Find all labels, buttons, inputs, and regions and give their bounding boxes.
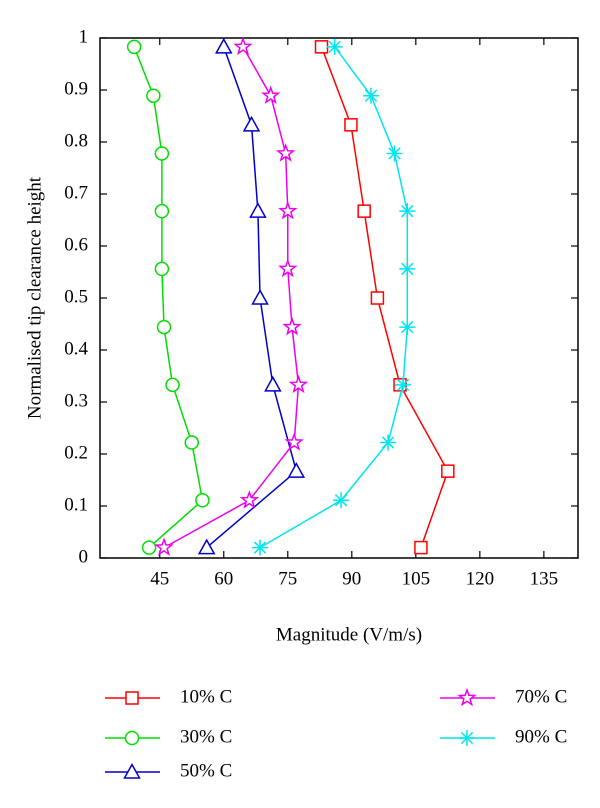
marker	[414, 540, 428, 555]
marker	[380, 434, 397, 451]
marker	[249, 202, 267, 218]
marker	[154, 203, 170, 219]
y-tick-label: 0.1	[64, 494, 88, 515]
marker	[278, 258, 298, 278]
marker	[287, 462, 306, 478]
marker	[275, 143, 296, 162]
legend-label: 90% C	[515, 726, 567, 747]
marker	[260, 85, 281, 104]
marker	[239, 490, 260, 509]
y-tick-label: 0.9	[64, 78, 88, 99]
marker	[278, 201, 298, 220]
x-axis-label: Magnitude (V/m/s)	[276, 624, 422, 645]
marker	[314, 40, 329, 54]
legend-marker	[124, 730, 140, 746]
marker	[441, 464, 455, 478]
x-tick-label: 45	[150, 568, 169, 589]
marker	[197, 538, 216, 555]
y-tick-label: 0.4	[64, 338, 88, 359]
marker	[282, 316, 302, 336]
legend-label: 50% C	[180, 760, 232, 781]
y-tick-label: 0.8	[64, 130, 88, 151]
marker	[184, 435, 200, 450]
marker	[252, 539, 269, 556]
marker	[326, 38, 343, 55]
marker	[386, 145, 403, 162]
y-tick-label: 0.6	[64, 234, 88, 255]
marker	[146, 88, 161, 103]
y-tick-label: 0.7	[64, 182, 88, 203]
legend-marker	[459, 730, 475, 746]
marker	[165, 377, 180, 393]
legend-marker	[123, 762, 141, 779]
legend-label: 30% C	[180, 726, 232, 747]
series-line	[320, 46, 449, 548]
marker	[288, 374, 309, 394]
marker	[154, 537, 174, 556]
marker	[344, 118, 358, 132]
legend-label: 10% C	[180, 686, 232, 707]
legend-marker	[125, 691, 139, 705]
y-tick-label: 0	[79, 546, 89, 567]
marker	[195, 493, 210, 508]
marker	[154, 146, 170, 161]
marker	[264, 375, 282, 392]
legend-marker	[457, 687, 477, 707]
series-line	[259, 46, 409, 549]
legend-label: 70% C	[515, 686, 567, 707]
marker	[370, 291, 385, 305]
y-tick-label: 0.5	[64, 286, 88, 307]
marker	[251, 288, 269, 305]
x-tick-label: 60	[214, 568, 233, 589]
marker	[233, 36, 253, 56]
marker	[284, 432, 304, 451]
marker	[399, 203, 416, 220]
marker	[333, 492, 350, 509]
y-axis-label: Normalised tip clearance height	[24, 176, 45, 419]
marker	[214, 37, 233, 54]
x-tick-label: 90	[342, 568, 361, 589]
y-tick-label: 1	[79, 26, 89, 47]
x-tick-label: 75	[278, 568, 297, 589]
series-line	[133, 46, 204, 549]
plot-frame	[99, 37, 579, 559]
y-tick-label: 0.3	[64, 390, 88, 411]
marker	[126, 39, 142, 55]
marker	[363, 87, 380, 104]
marker	[154, 261, 170, 277]
marker	[357, 204, 371, 218]
x-tick-label: 135	[530, 568, 559, 589]
marker	[399, 319, 416, 336]
x-tick-label: 120	[466, 568, 495, 589]
marker	[399, 260, 416, 277]
y-tick-label: 0.2	[64, 442, 88, 463]
series-line	[163, 46, 300, 549]
marker	[242, 115, 261, 132]
marker	[156, 319, 172, 335]
marker	[141, 540, 157, 555]
marker	[395, 376, 412, 393]
x-tick-label: 105	[402, 568, 431, 589]
